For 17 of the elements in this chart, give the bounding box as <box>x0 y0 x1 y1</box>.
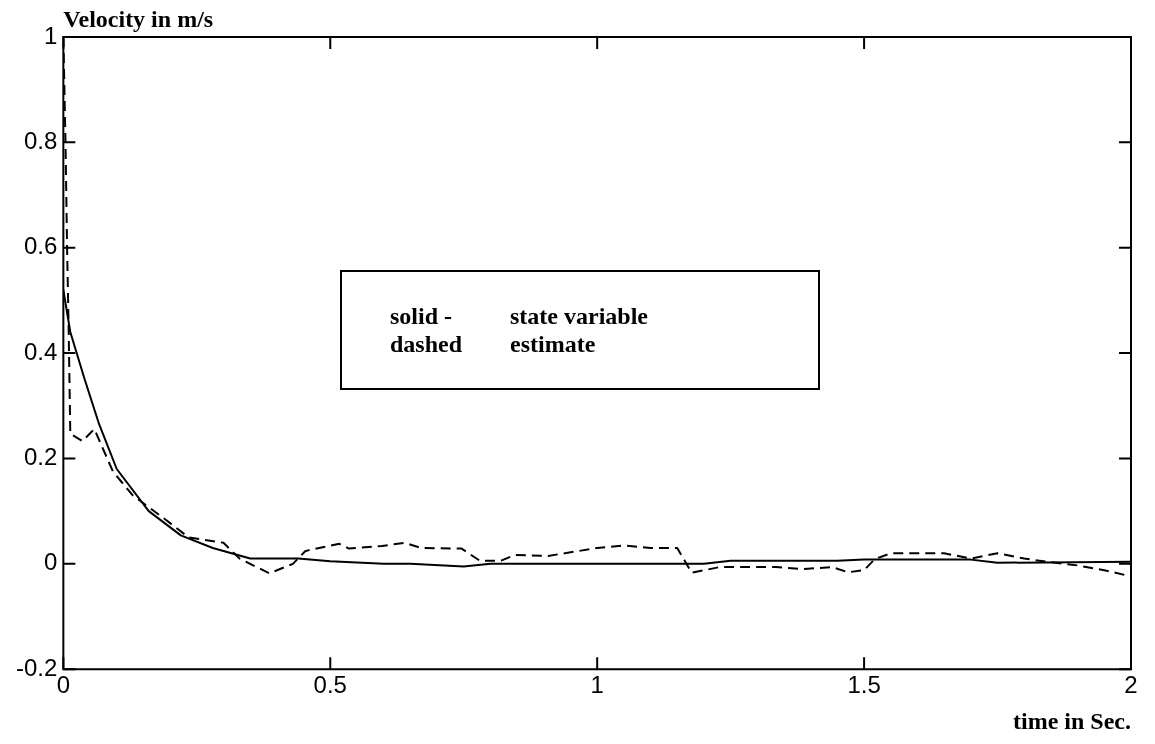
annotation: estimate <box>510 330 597 358</box>
y-tick-label: 0.6 <box>23 232 58 260</box>
annotation: state variable <box>510 302 649 330</box>
annotation: solid - <box>390 302 453 330</box>
y-tick-label: 0 <box>44 548 58 576</box>
annotation: dashed <box>390 330 464 358</box>
y-tick-label: 0.4 <box>23 337 58 365</box>
y-tick-label: 1 <box>44 21 58 49</box>
x-axis-title: time in Sec. <box>1013 708 1131 735</box>
y-axis-title: Velocity in m/s <box>63 6 214 33</box>
x-tick-label: 1 <box>590 671 604 699</box>
y-tick-label: 0.8 <box>23 126 58 154</box>
x-tick-label: 0.5 <box>313 671 347 699</box>
x-tick-label: 1.5 <box>847 671 881 699</box>
y-tick-label: 0.2 <box>23 443 58 471</box>
y-tick-label: -0.2 <box>16 653 58 681</box>
x-tick-label: 2 <box>1124 671 1138 699</box>
